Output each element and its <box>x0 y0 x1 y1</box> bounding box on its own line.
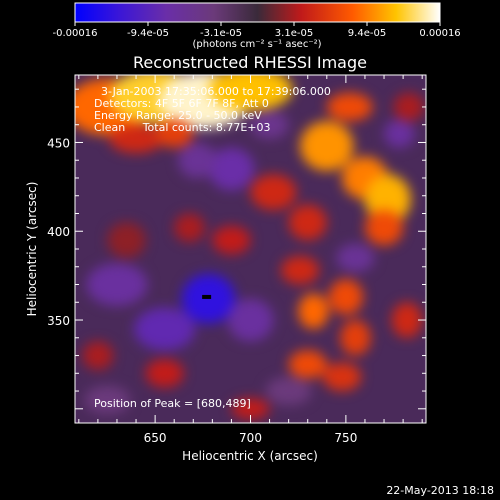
colorbar-tick-label: -9.4e-05 <box>127 28 169 39</box>
colorbar-tick-label: -0.00016 <box>53 28 98 39</box>
intensity-blob <box>336 243 375 273</box>
intensity-blob <box>178 142 217 178</box>
colorbar-unit-label: (photons cm⁻² s⁻¹ asec⁻²) <box>192 39 321 50</box>
peak-marker <box>202 294 212 299</box>
intensity-blob <box>84 385 131 415</box>
x-axis-label: Heliocentric X (arcsec) <box>182 449 318 463</box>
intensity-blob <box>391 302 423 338</box>
intensity-blob <box>174 213 205 242</box>
intensity-blob <box>340 320 371 356</box>
annotation-detectors: Detectors: 4F 5F 6F 7F 8F, Att 0 <box>94 97 269 110</box>
annotation-clean-counts: Clean Total counts: 8.77E+03 <box>94 121 271 134</box>
x-tick-label: 650 <box>144 431 167 445</box>
intensity-blob <box>134 307 196 351</box>
x-axis-ticks: 650 700 750 <box>78 75 423 445</box>
intensity-blob <box>281 256 320 285</box>
colorbar-ticks: -0.00016 -9.4e-05 -3.1e-05 3.1e-05 9.4e-05 0.… <box>53 22 461 39</box>
intensity-blob <box>298 293 329 329</box>
intensity-blob <box>82 341 114 370</box>
intensity-blob <box>322 362 362 392</box>
intensity-blob <box>208 75 293 111</box>
x-tick-label: 750 <box>334 431 357 445</box>
y-tick-label: 400 <box>47 225 70 239</box>
intensity-blob <box>212 225 251 255</box>
x-tick-label: 700 <box>239 431 262 445</box>
heatmap-image <box>75 75 426 423</box>
intensity-blob <box>145 359 184 388</box>
peak-position-label: Position of Peak = [680,489] <box>94 397 251 410</box>
colorbar-tick-label: -3.1e-05 <box>200 28 242 39</box>
annotation-energy-range: Energy Range: 25.0 - 50.0 keV <box>94 109 262 122</box>
intensity-blob <box>300 121 354 171</box>
intensity-blob <box>393 92 425 122</box>
intensity-blob <box>364 209 404 246</box>
intensity-blob <box>86 263 148 306</box>
y-axis-label: Heliocentric Y (arcsec) <box>25 182 39 317</box>
intensity-blob <box>265 376 312 406</box>
annotation-time-range: 3-Jan-2003 17:35:06.000 to 17:39:06.000 <box>101 85 331 98</box>
intensity-blob <box>208 147 255 191</box>
intensity-blob <box>288 350 327 379</box>
y-tick-label: 450 <box>47 136 70 150</box>
intensity-blob <box>107 222 146 258</box>
colorbar <box>74 2 441 23</box>
intensity-blob <box>250 174 297 210</box>
footer-timestamp: 22-May-2013 18:18 <box>386 484 494 497</box>
intensity-blob <box>227 298 274 342</box>
intensity-blob <box>384 119 415 148</box>
intensity-blob <box>231 398 270 420</box>
intensity-blob <box>250 110 289 139</box>
y-axis-ticks: 350 400 450 <box>47 88 426 410</box>
intensity-blob <box>328 279 364 315</box>
colorbar-tick-label: 9.4e-05 <box>348 28 386 39</box>
intensity-blob <box>288 204 327 241</box>
y-tick-label: 350 <box>47 314 70 328</box>
colorbar-tick-label: 0.00016 <box>419 28 460 39</box>
intensity-blob <box>155 119 194 148</box>
chart-title: Reconstructed RHESSI Image <box>133 53 367 72</box>
intensity-blob <box>109 124 163 154</box>
colorbar-tick-label: 3.1e-05 <box>275 28 313 39</box>
intensity-blob <box>326 92 373 122</box>
